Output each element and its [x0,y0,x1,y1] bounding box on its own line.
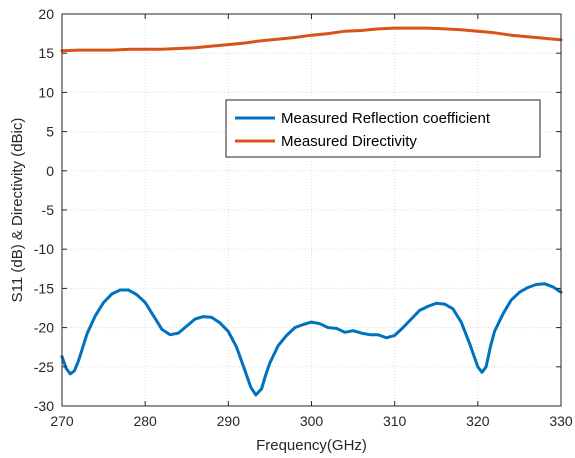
legend-label-directivity: Measured Directivity [281,133,417,150]
axis-ticks: 270 280 290 300 310 320 330 -30 -25 -20 -15 -10 -5 0 5… [34,6,573,429]
legend-box [225,99,541,158]
grid-lines [61,13,562,407]
series-line-directivity [60,26,563,53]
x-axis-title: Frequency(GHz) [256,437,367,454]
x-tick-label: 300 [300,413,324,429]
x-tick-label: 310 [383,413,407,429]
x-tick-label: 320 [466,413,490,429]
y-tick-label: 10 [38,84,54,100]
y-tick-label: -10 [34,241,54,257]
x-tick-label: 270 [50,413,74,429]
x-tick-label: 280 [133,413,157,429]
y-tick-label: -20 [34,320,54,336]
y-tick-label: -25 [34,359,54,375]
y-tick-label: -5 [42,202,55,218]
legend: Measured Reflection coefficient Measured… [225,99,541,158]
y-tick-label: 20 [38,6,54,22]
series-line-reflection [60,282,563,397]
series-lines [60,26,563,397]
y-tick-label: 5 [46,124,54,140]
x-tick-label: 290 [217,413,241,429]
legend-label-reflection: Measured Reflection coefficient [281,110,491,127]
y-tick-label: -15 [34,280,54,296]
y-axis-title: S11 (dB) & Directivity (dBic) [9,118,26,303]
y-tick-label: 0 [46,163,54,179]
y-tick-label: -30 [34,398,54,414]
x-tick-label: 330 [549,413,573,429]
y-tick-label: 15 [38,45,54,61]
